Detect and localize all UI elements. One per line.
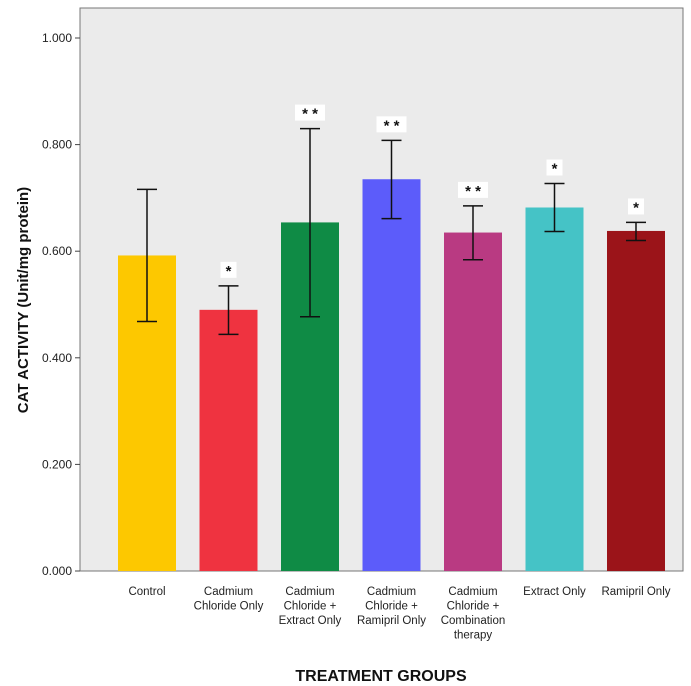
x-tick-label: Cadmium Chloride + Extract Only bbox=[279, 586, 342, 627]
x-tick-label: Cadmium Chloride + Ramipril Only bbox=[357, 586, 426, 627]
bar bbox=[444, 232, 502, 572]
significance-label: * * bbox=[302, 106, 318, 123]
bar bbox=[199, 309, 258, 571]
x-tick-label-line: Chloride + bbox=[365, 601, 418, 613]
significance-box bbox=[376, 116, 407, 133]
y-axis-title: CAT ACTIVITY (Unit/mg protein) bbox=[15, 187, 32, 413]
x-tick-label-line: Extract Only bbox=[279, 615, 342, 627]
significance-label: * * bbox=[465, 183, 481, 200]
x-tick-label-line: Control bbox=[128, 586, 165, 598]
bars: * * * * * * * * * bbox=[118, 104, 665, 572]
x-tick-label: Control bbox=[128, 586, 165, 598]
x-tick-label-line: Chloride + bbox=[447, 601, 500, 613]
x-tick-label-line: Cadmium bbox=[285, 586, 334, 598]
significance-label: * bbox=[552, 161, 558, 178]
x-tick-label-line: therapy bbox=[454, 630, 493, 642]
y-tick-label: 0.400 bbox=[42, 351, 72, 365]
x-tick-label-line: Extract Only bbox=[523, 586, 586, 598]
x-tick-label-line: Cadmium bbox=[367, 586, 416, 598]
x-tick-label: Extract Only bbox=[523, 586, 586, 598]
x-tick-label: Cadmium Chloride Only bbox=[194, 586, 264, 613]
x-tick-label-line: Ramipril Only bbox=[601, 586, 670, 598]
significance-label: * bbox=[633, 199, 639, 216]
significance-box bbox=[295, 104, 325, 121]
y-tick-label: 0.000 bbox=[42, 564, 72, 578]
significance-label: * bbox=[226, 263, 232, 280]
significance-label: * * bbox=[384, 117, 400, 134]
x-tick-label-line: Ramipril Only bbox=[357, 615, 426, 627]
bar bbox=[607, 230, 665, 572]
y-tick-label: 0.600 bbox=[42, 244, 72, 258]
bar bbox=[525, 207, 584, 571]
significance-box bbox=[628, 198, 644, 215]
x-tick-label: Cadmium Chloride + Combination therapy bbox=[441, 586, 506, 642]
x-tick-label-line: Chloride + bbox=[284, 601, 337, 613]
y-tick-label: 1.000 bbox=[42, 31, 72, 45]
y-tick-label: 0.200 bbox=[42, 457, 72, 471]
significance-box bbox=[220, 261, 237, 278]
x-tick-label: Ramipril Only bbox=[601, 586, 670, 598]
y-tick-label: 0.800 bbox=[42, 138, 72, 152]
x-tick-label-line: Cadmium bbox=[204, 586, 253, 598]
bar bbox=[362, 179, 421, 571]
x-axis-labels: Control Cadmium Chloride Only Cadmium Chlori… bbox=[128, 586, 670, 642]
significance-box bbox=[546, 159, 563, 176]
x-tick-label-line: Chloride Only bbox=[194, 601, 264, 613]
x-tick-label-line: Cadmium bbox=[448, 586, 497, 598]
significance-box bbox=[458, 181, 488, 198]
x-tick-label-line: Combination bbox=[441, 615, 506, 627]
x-axis-title: TREATMENT GROUPS bbox=[295, 668, 467, 685]
y-axis: 0.000 0.200 0.400 0.600 0.800 1.000 bbox=[42, 31, 80, 578]
